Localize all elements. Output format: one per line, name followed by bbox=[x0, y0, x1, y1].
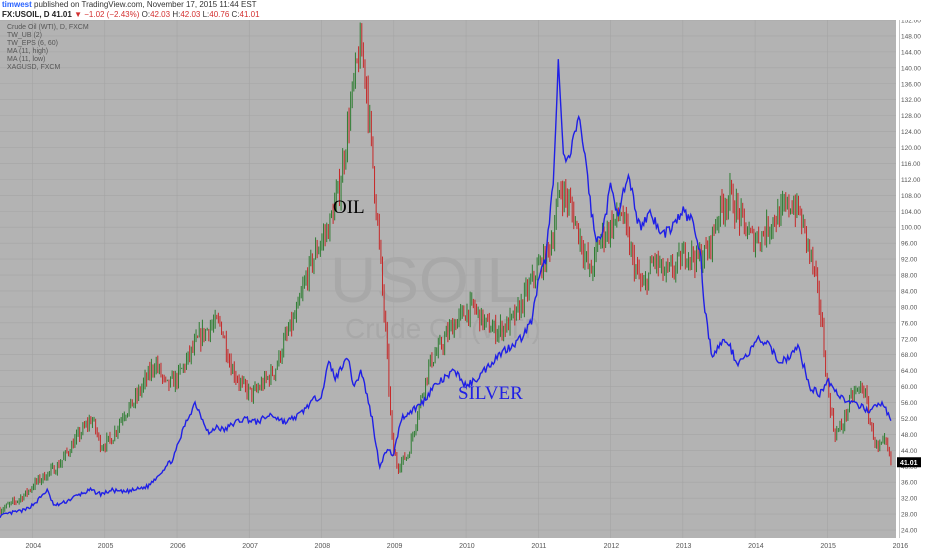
grid bbox=[0, 20, 900, 538]
chart-header: timwest published on TradingView.com, No… bbox=[0, 0, 932, 20]
y-tick-label: 88.00 bbox=[901, 273, 918, 280]
silver-annotation: SILVER bbox=[458, 383, 523, 404]
watermark-symbol: USOIL bbox=[330, 244, 522, 316]
legend-item-ma-low[interactable]: MA (11, low) bbox=[7, 56, 46, 63]
y-tick-label: 152.00 bbox=[901, 20, 921, 25]
y-tick-label: 116.00 bbox=[901, 161, 921, 168]
x-tick-label: 2008 bbox=[315, 543, 331, 550]
indicator-legend: Crude Oil (WTI), D, FXCM TW_UB (2) TW_EP… bbox=[7, 24, 89, 72]
y-tick-label: 60.00 bbox=[901, 384, 918, 391]
close-value: 41.01 bbox=[239, 10, 260, 19]
high-value: 42.03 bbox=[180, 10, 201, 19]
y-tick-label: 52.00 bbox=[901, 416, 918, 423]
open-value: 42.03 bbox=[150, 10, 171, 19]
legend-item-tw-eps[interactable]: TW_EPS (6, 60) bbox=[7, 40, 58, 47]
y-tick-label: 32.00 bbox=[901, 496, 918, 503]
symbol-line: FX:USOIL, D 41.01 ▼ −1.02 (−2.43%) O:42.… bbox=[2, 10, 260, 19]
y-tick-label: 40.00 bbox=[901, 464, 918, 471]
x-tick-label: 2013 bbox=[676, 543, 692, 550]
y-tick-label: 120.00 bbox=[901, 145, 921, 152]
y-tick-label: 44.00 bbox=[901, 448, 918, 455]
y-tick-label: 148.00 bbox=[901, 33, 921, 40]
x-tick-label: 2014 bbox=[748, 543, 764, 550]
time-axis-panel[interactable] bbox=[0, 538, 932, 550]
y-tick-label: 64.00 bbox=[901, 368, 918, 375]
y-tick-label: 136.00 bbox=[901, 81, 921, 88]
y-tick-label: 108.00 bbox=[901, 193, 921, 200]
low-value: 40.76 bbox=[209, 10, 230, 19]
x-tick-label: 2016 bbox=[893, 543, 909, 550]
y-tick-label: 96.00 bbox=[901, 241, 918, 248]
x-tick-label: 2009 bbox=[387, 543, 403, 550]
publish-info: published on TradingView.com, November 1… bbox=[34, 0, 257, 9]
plot-background bbox=[0, 20, 896, 538]
y-tick-label: 140.00 bbox=[901, 65, 921, 72]
x-tick-label: 2012 bbox=[604, 543, 620, 550]
down-arrow-icon: ▼ bbox=[74, 10, 82, 19]
legend-item-ma-high[interactable]: MA (11, high) bbox=[7, 48, 49, 55]
y-tick-label: 80.00 bbox=[901, 304, 918, 311]
last-price-tag-label: 41.01 bbox=[900, 460, 918, 467]
y-tick-label: 68.00 bbox=[901, 352, 918, 359]
x-tick-label: 2010 bbox=[459, 543, 475, 550]
x-tick-label: 2004 bbox=[26, 543, 42, 550]
y-tick-label: 28.00 bbox=[901, 512, 918, 519]
x-tick-label: 2005 bbox=[98, 543, 114, 550]
x-tick-label: 2006 bbox=[170, 543, 186, 550]
y-tick-label: 84.00 bbox=[901, 288, 918, 295]
legend-item-main[interactable]: Crude Oil (WTI), D, FXCM bbox=[7, 24, 89, 31]
y-tick-label: 100.00 bbox=[901, 225, 921, 232]
time-axis: 2004 2005 2006 2007 2008 2009 2010 2011 2012 2013… bbox=[26, 543, 909, 550]
x-tick-label: 2011 bbox=[531, 543, 546, 550]
low-label: L: bbox=[202, 10, 210, 19]
open-label: O: bbox=[141, 10, 151, 19]
y-tick-label: 128.00 bbox=[901, 113, 921, 120]
price-axis: 24.00 28.00 32.00 36.00 40.00 44.00 48.00 52.00… bbox=[901, 20, 921, 535]
y-tick-label: 36.00 bbox=[901, 480, 918, 487]
y-tick-label: 72.00 bbox=[901, 336, 918, 343]
symbol-label[interactable]: FX:USOIL, D bbox=[2, 10, 50, 19]
publish-line: timwest published on TradingView.com, No… bbox=[2, 0, 257, 9]
last-price-tag-box bbox=[897, 457, 921, 468]
y-tick-label: 124.00 bbox=[901, 129, 921, 136]
y-tick-label: 56.00 bbox=[901, 400, 918, 407]
last-price: 41.01 bbox=[51, 10, 72, 19]
y-tick-label: 112.00 bbox=[901, 177, 921, 184]
legend-item-tw-ub[interactable]: TW_UB (2) bbox=[7, 32, 42, 39]
y-tick-label: 92.00 bbox=[901, 257, 918, 264]
x-tick-label: 2007 bbox=[242, 543, 258, 550]
oil-candles bbox=[0, 22, 892, 516]
silver-series-line bbox=[0, 59, 892, 519]
oil-annotation: OIL bbox=[333, 197, 365, 218]
y-tick-label: 24.00 bbox=[901, 528, 918, 535]
legend-item-xagusd[interactable]: XAGUSD, FXCM bbox=[7, 64, 61, 71]
last-price-tag: 41.01 bbox=[897, 457, 921, 468]
high-label: H: bbox=[172, 10, 181, 19]
y-tick-label: 76.00 bbox=[901, 320, 918, 327]
x-tick-label: 2015 bbox=[820, 543, 836, 550]
y-tick-label: 144.00 bbox=[901, 49, 921, 56]
y-tick-label: 104.00 bbox=[901, 209, 921, 216]
author-link[interactable]: timwest bbox=[2, 0, 32, 9]
close-label: C: bbox=[231, 10, 240, 19]
change-value: −1.02 (−2.43%) bbox=[84, 10, 140, 19]
y-tick-label: 48.00 bbox=[901, 432, 918, 439]
y-tick-label: 132.00 bbox=[901, 97, 921, 104]
price-chart[interactable]: USOIL Crude Oil (WTI) OIL SILVER 24.0028… bbox=[0, 20, 932, 550]
